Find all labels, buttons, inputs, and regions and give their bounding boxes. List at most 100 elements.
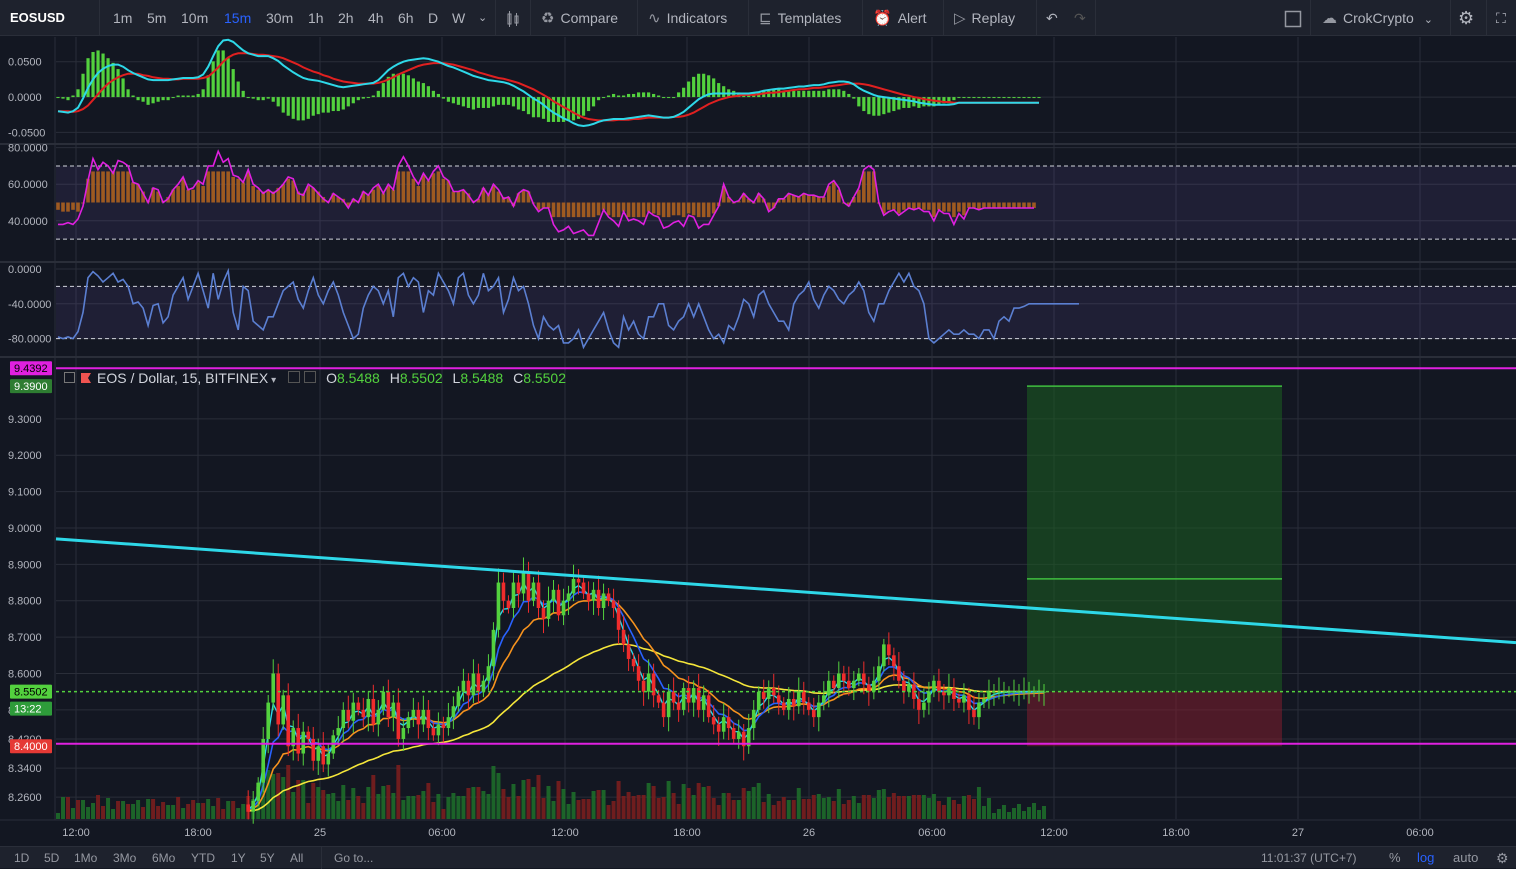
range-1d[interactable]: 1D: [14, 851, 30, 865]
rsi-histogram-bar: [151, 187, 155, 203]
range-5d[interactable]: 5D: [44, 851, 60, 865]
macd-histogram-bar: [877, 97, 881, 116]
candle-body: [666, 691, 671, 718]
series-title[interactable]: EOS / Dollar, 15, BITFINEX: [97, 370, 269, 386]
volume-bar: [746, 791, 751, 819]
macd-histogram-bar: [1017, 97, 1021, 99]
candle-type-icon[interactable]: [505, 0, 521, 36]
price-tick-label: -40.0000: [8, 299, 51, 311]
range-6mo[interactable]: 6Mo: [152, 851, 176, 865]
candle-body: [691, 688, 696, 703]
rsi-histogram-bar: [241, 182, 245, 203]
rsi-histogram-bar: [947, 202, 951, 212]
flag-icon[interactable]: [81, 373, 91, 383]
gear-icon[interactable]: ⚙: [1458, 8, 1475, 28]
range-1mo[interactable]: 1Mo: [74, 851, 98, 865]
macd-histogram-bar: [201, 89, 205, 98]
macd-histogram-bar: [787, 90, 791, 98]
percent-toggle[interactable]: %: [1389, 850, 1401, 865]
candle-body: [706, 695, 711, 718]
volume-bar: [681, 784, 686, 819]
layout-square-icon[interactable]: [1284, 0, 1302, 36]
macd-histogram-bar: [531, 97, 536, 118]
rsi-histogram-bar: [181, 178, 185, 203]
rsi-histogram-bar: [756, 193, 761, 203]
candle-body: [626, 644, 631, 659]
interval-2h[interactable]: 2h: [338, 10, 354, 26]
volume-bar: [936, 801, 941, 819]
macd-histogram-bar: [91, 51, 95, 98]
candle-body: [922, 702, 926, 710]
candle-body: [1002, 691, 1006, 693]
log-toggle[interactable]: log: [1417, 850, 1435, 865]
settings-small-icon[interactable]: [304, 371, 317, 383]
candle-body: [872, 680, 876, 692]
interval-1h[interactable]: 1h: [308, 10, 324, 26]
candle-body: [531, 582, 536, 601]
macd-histogram-bar: [146, 97, 150, 105]
interval-dropdown-icon[interactable]: ⌄: [478, 12, 488, 24]
chart-canvas[interactable]: 0.0500 0.0000 -0.0500 80.0000 60.0000 40.0000…: [0, 37, 1516, 846]
price-tick-label: 8.2600: [8, 792, 42, 804]
macd-histogram-bar: [521, 97, 526, 112]
account-menu[interactable]: ☁ CrokCrypto ⌄: [1322, 0, 1433, 36]
volume-bar: [121, 801, 126, 819]
macd-histogram-bar: [321, 97, 325, 113]
undo-icon[interactable]: ↶: [1046, 10, 1058, 26]
rsi-histogram-bar: [191, 189, 195, 203]
macd-histogram-bar: [962, 97, 966, 99]
range-1y[interactable]: 1Y: [231, 851, 246, 865]
interval-d[interactable]: D: [428, 10, 439, 26]
rsi-histogram-bar: [286, 178, 291, 203]
macd-histogram-bar: [121, 78, 125, 98]
interval-10m[interactable]: 10m: [181, 10, 209, 26]
compare-button[interactable]: ♻ Compare: [541, 0, 618, 36]
candle-body: [581, 582, 586, 594]
volume-bar: [886, 797, 891, 819]
rsi-histogram-bar: [882, 202, 886, 214]
replay-button[interactable]: ▷ Replay: [954, 0, 1015, 36]
range-all[interactable]: All: [290, 851, 304, 865]
candle-body: [1042, 691, 1046, 693]
volume-bar: [621, 796, 626, 819]
interval-6h[interactable]: 6h: [398, 10, 414, 26]
volume-bar: [496, 773, 501, 819]
rsi-histogram-bar: [932, 202, 936, 218]
interval-5m[interactable]: 5m: [147, 10, 167, 26]
range-3mo[interactable]: 3Mo: [113, 851, 137, 865]
volume-bar: [566, 804, 571, 819]
volume-bar: [241, 804, 246, 819]
macd-histogram-bar: [797, 90, 801, 98]
chevron-down-icon[interactable]: ▾: [271, 375, 277, 386]
interval-1m[interactable]: 1m: [113, 10, 133, 26]
macd-histogram-bar: [902, 97, 906, 108]
interval-w[interactable]: W: [452, 10, 466, 26]
templates-button[interactable]: ⊑ Templates: [759, 0, 841, 36]
macd-histogram-bar: [331, 97, 335, 112]
toolbar-separator: [943, 0, 944, 36]
fullscreen-icon[interactable]: ⛶: [1496, 10, 1506, 26]
macd-histogram-bar: [226, 58, 230, 98]
interval-30m[interactable]: 30m: [266, 10, 294, 26]
visibility-icon[interactable]: [288, 371, 301, 383]
range-5y[interactable]: 5Y: [260, 851, 275, 865]
goto-button[interactable]: Go to...: [334, 851, 374, 865]
volume-bar: [916, 795, 921, 819]
expand-icon[interactable]: [64, 372, 75, 383]
rsi-histogram-bar: [696, 202, 701, 218]
alert-button[interactable]: ⏰ Alert: [873, 0, 926, 36]
volume-bar: [201, 803, 206, 819]
range-ytd[interactable]: YTD: [191, 851, 215, 865]
auto-toggle[interactable]: auto: [1453, 850, 1479, 865]
macd-histogram-bar: [1002, 97, 1006, 99]
clock[interactable]: 11:01:37 (UTC+7): [1261, 851, 1357, 865]
volume-bar: [196, 803, 201, 819]
gear-icon[interactable]: ⚙: [1496, 850, 1509, 866]
interval-4h[interactable]: 4h: [368, 10, 384, 26]
redo-icon[interactable]: ↷: [1074, 10, 1086, 26]
volume-bar: [311, 783, 316, 819]
interval-15m[interactable]: 15m: [224, 10, 252, 26]
symbol-search[interactable]: EOSUSD: [10, 10, 65, 25]
indicators-button[interactable]: ∿ Indicators: [648, 0, 727, 36]
volume-bar: [61, 797, 66, 819]
